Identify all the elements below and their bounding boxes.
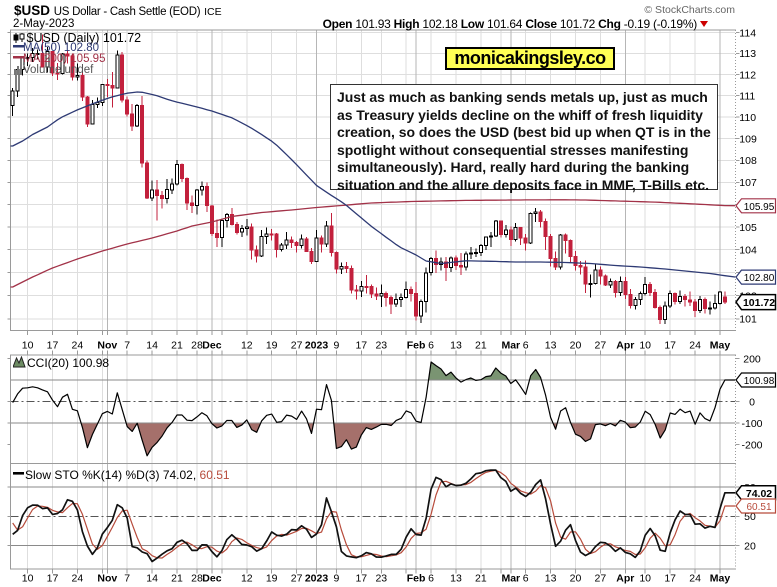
svg-text:27: 27 <box>595 573 607 585</box>
svg-text:107: 107 <box>739 177 757 189</box>
svg-text:108: 108 <box>739 155 757 167</box>
svg-text:14: 14 <box>146 340 158 352</box>
svg-text:7: 7 <box>124 340 130 352</box>
svg-text:28: 28 <box>191 340 203 352</box>
svg-text:27: 27 <box>595 340 607 352</box>
svg-text:101.72: 101.72 <box>743 297 775 309</box>
svg-text:19: 19 <box>266 573 278 585</box>
svg-text:28: 28 <box>191 573 203 585</box>
svg-text:23: 23 <box>375 340 387 352</box>
svg-text:Mar: Mar <box>501 573 520 585</box>
svg-text:2023: 2023 <box>305 340 329 352</box>
svg-text:May: May <box>710 340 731 352</box>
svg-text:21: 21 <box>475 340 487 352</box>
svg-text:24: 24 <box>689 573 701 585</box>
svg-text:6: 6 <box>428 573 434 585</box>
svg-text:12: 12 <box>241 340 253 352</box>
svg-text:21: 21 <box>171 573 183 585</box>
svg-text:20: 20 <box>570 340 582 352</box>
svg-text:13: 13 <box>545 573 557 585</box>
svg-text:Apr: Apr <box>616 340 634 352</box>
svg-text:17: 17 <box>664 573 676 585</box>
svg-text:13: 13 <box>450 340 462 352</box>
svg-text:111: 111 <box>739 91 755 103</box>
svg-text:17: 17 <box>664 340 676 352</box>
svg-text:113: 113 <box>739 48 756 60</box>
svg-text:110: 110 <box>739 112 756 124</box>
svg-text:24: 24 <box>72 340 84 352</box>
svg-text:10: 10 <box>22 573 34 585</box>
svg-text:20: 20 <box>570 573 582 585</box>
svg-text:9: 9 <box>333 340 339 352</box>
svg-text:17: 17 <box>47 573 59 585</box>
svg-text:23: 23 <box>375 573 387 585</box>
svg-text:10: 10 <box>639 573 651 585</box>
svg-text:74.02: 74.02 <box>746 488 772 500</box>
svg-text:24: 24 <box>689 340 701 352</box>
svg-text:109: 109 <box>739 134 757 146</box>
svg-text:7: 7 <box>124 573 130 585</box>
svg-text:20: 20 <box>744 540 756 552</box>
svg-text:Feb: Feb <box>407 573 426 585</box>
svg-text:21: 21 <box>171 340 183 352</box>
svg-text:Dec: Dec <box>202 340 221 352</box>
svg-text:13: 13 <box>545 340 557 352</box>
svg-text:10: 10 <box>22 340 34 352</box>
svg-text:50: 50 <box>744 511 756 523</box>
svg-text:19: 19 <box>266 340 278 352</box>
svg-text:105.95: 105.95 <box>744 202 775 213</box>
svg-text:Dec: Dec <box>202 573 221 585</box>
svg-text:Feb: Feb <box>407 340 426 352</box>
svg-text:200: 200 <box>743 354 761 366</box>
svg-text:21: 21 <box>475 573 487 585</box>
svg-text:12: 12 <box>241 573 253 585</box>
svg-text:101: 101 <box>739 314 757 326</box>
svg-text:-200: -200 <box>741 439 762 451</box>
svg-text:May: May <box>710 573 731 585</box>
svg-text:105: 105 <box>739 222 757 234</box>
svg-text:17: 17 <box>355 573 367 585</box>
svg-text:0: 0 <box>749 396 755 408</box>
svg-text:13: 13 <box>450 573 462 585</box>
svg-text:6: 6 <box>523 340 529 352</box>
svg-text:10: 10 <box>639 340 651 352</box>
svg-text:60.51: 60.51 <box>746 502 771 513</box>
svg-text:100.98: 100.98 <box>744 376 775 387</box>
svg-text:6: 6 <box>523 573 529 585</box>
svg-text:6: 6 <box>428 340 434 352</box>
svg-text:-100: -100 <box>741 418 762 430</box>
svg-text:104: 104 <box>739 245 757 257</box>
svg-text:9: 9 <box>333 573 339 585</box>
svg-text:24: 24 <box>72 573 84 585</box>
svg-text:27: 27 <box>291 573 303 585</box>
svg-text:Mar: Mar <box>501 340 520 352</box>
svg-text:14: 14 <box>146 573 158 585</box>
svg-text:112: 112 <box>739 69 756 81</box>
svg-text:114: 114 <box>739 27 756 39</box>
svg-text:102.80: 102.80 <box>744 273 775 284</box>
svg-text:Apr: Apr <box>616 573 634 585</box>
svg-text:Nov: Nov <box>97 573 117 585</box>
svg-text:Nov: Nov <box>97 340 117 352</box>
svg-text:2023: 2023 <box>305 573 329 585</box>
svg-text:27: 27 <box>291 340 303 352</box>
svg-text:17: 17 <box>47 340 59 352</box>
svg-text:17: 17 <box>355 340 367 352</box>
